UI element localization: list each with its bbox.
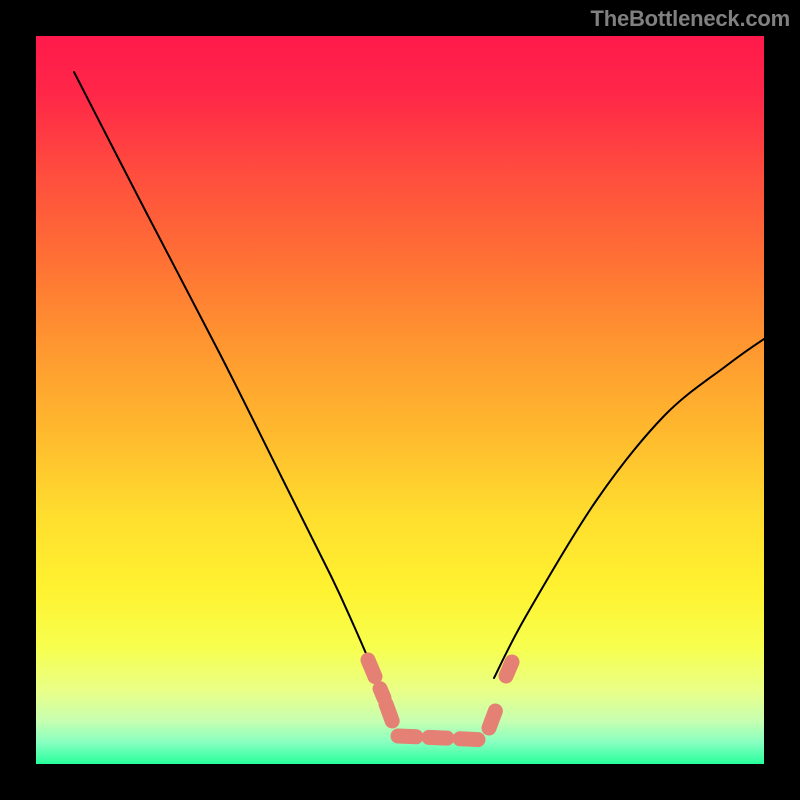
chart-root: TheBottleneck.com [0, 0, 800, 800]
watermark-text: TheBottleneck.com [590, 6, 790, 32]
gradient-background [36, 36, 764, 764]
chart-canvas [0, 0, 800, 800]
